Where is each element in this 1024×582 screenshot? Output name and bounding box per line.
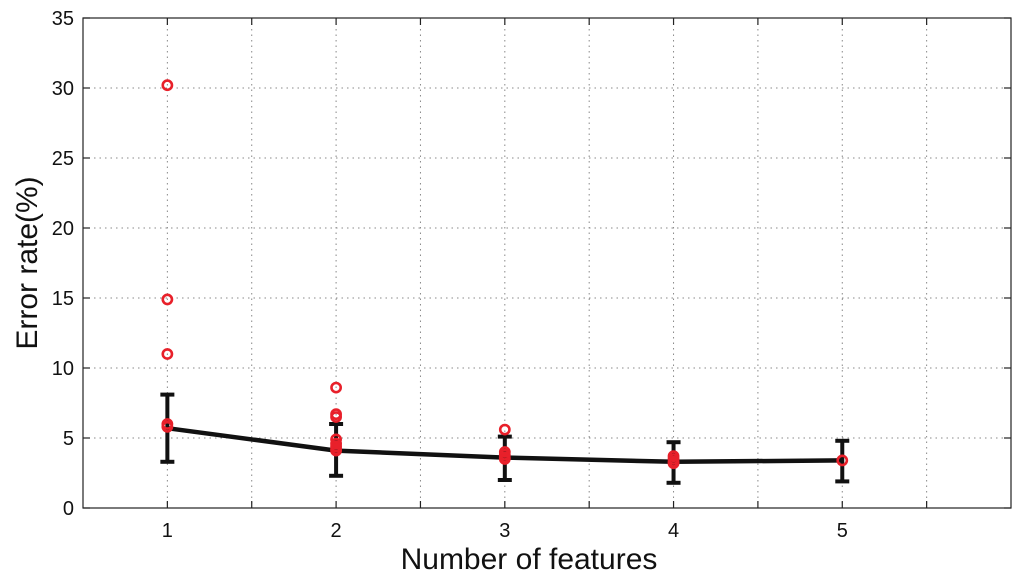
data-points-layer <box>161 79 849 470</box>
x-tick-label: 5 <box>837 520 848 542</box>
y-tick-label: 5 <box>63 428 74 450</box>
data-point <box>667 457 680 470</box>
x-tick-label: 3 <box>499 520 510 542</box>
y-tick-label: 15 <box>52 288 74 310</box>
data-point <box>161 348 174 360</box>
data-point <box>498 423 511 436</box>
x-tick-label: 4 <box>668 520 679 542</box>
y-tick-label: 35 <box>52 8 74 30</box>
data-point <box>161 420 174 433</box>
x-tick-label: 1 <box>162 520 173 542</box>
data-point <box>161 79 174 92</box>
plot-frame <box>82 17 1012 509</box>
y-tick-label: 0 <box>63 498 74 520</box>
y-tick-label: 25 <box>52 148 74 170</box>
x-axis-title: Number of features <box>401 543 658 576</box>
axis-ticks: 1 2 3 4 5 0 5 10 15 20 25 30 35 <box>52 8 1011 542</box>
data-point <box>330 411 342 423</box>
data-point <box>330 381 342 394</box>
data-point <box>836 454 849 467</box>
y-axis-title: Error rate(%) <box>11 176 44 349</box>
data-point <box>161 293 174 306</box>
x-tick-label: 2 <box>331 520 342 542</box>
y-tick-label: 10 <box>52 358 74 380</box>
y-tick-label: 30 <box>52 78 74 100</box>
data-point <box>498 453 511 465</box>
mean-line-layer <box>160 392 850 485</box>
y-tick-label: 20 <box>52 218 74 240</box>
data-point <box>330 444 342 457</box>
